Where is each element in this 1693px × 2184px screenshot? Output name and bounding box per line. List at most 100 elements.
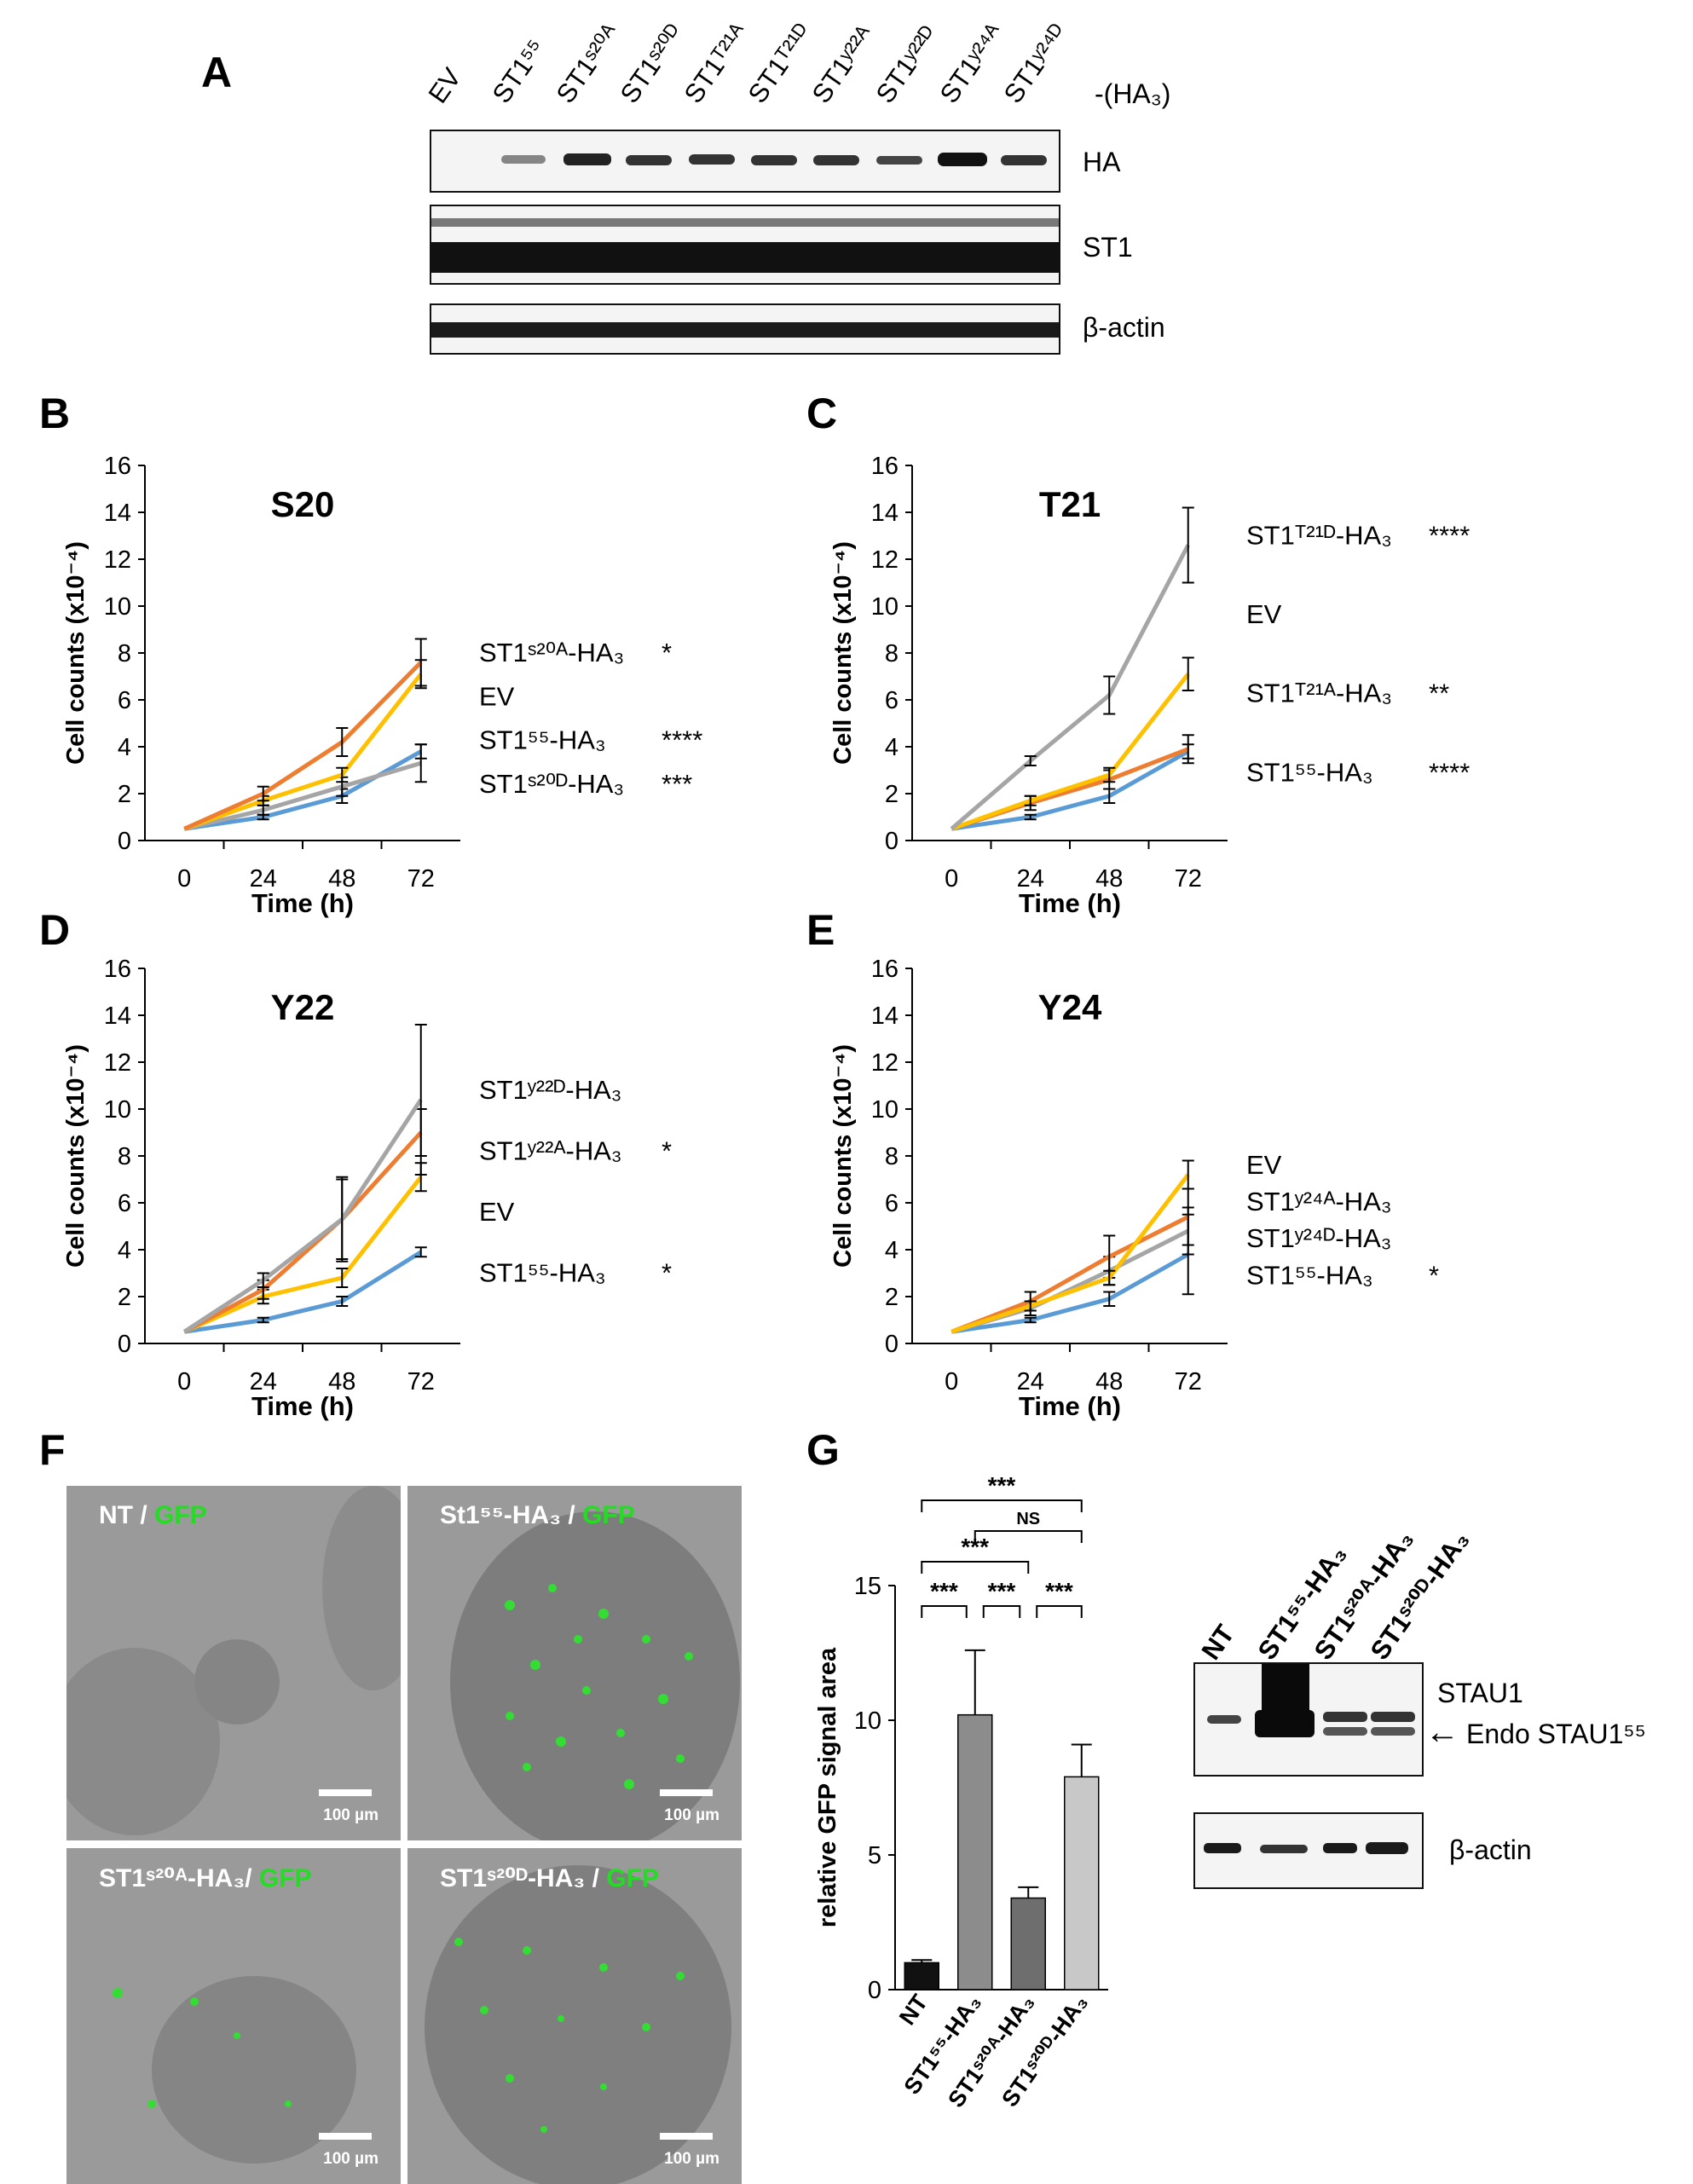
y-tick-label: 12 bbox=[871, 1049, 899, 1077]
y-axis-label: Cell counts (x10⁻⁴) bbox=[829, 541, 857, 765]
series-label: ST1ᵀ²¹ᴰ-HA₃ bbox=[1246, 521, 1392, 551]
lane-label: ST1ˢ²⁰ᴬ bbox=[550, 19, 626, 109]
lane-label: ST1ᵀ²¹ᴬ bbox=[678, 18, 754, 109]
blot-label-actin-g: β-actin bbox=[1449, 1834, 1532, 1865]
significance-bracket bbox=[982, 1605, 1021, 1618]
y-tick-label: 15 bbox=[854, 1573, 881, 1600]
cell-texture-gfp bbox=[425, 1865, 731, 2184]
blot-stau1-bands bbox=[1207, 1664, 1415, 1737]
significance-bracket bbox=[974, 1530, 1083, 1543]
y-tick-label: 16 bbox=[871, 956, 899, 983]
bar bbox=[1010, 1897, 1046, 1990]
y-tick-label: 8 bbox=[885, 640, 899, 667]
blot-actin-bands bbox=[431, 322, 1059, 338]
lane-label: ST1ᵀ²¹ᴰ bbox=[742, 18, 818, 109]
x-axis-label: Time (h) bbox=[251, 888, 354, 918]
series-line bbox=[951, 673, 1190, 831]
significance-label: **** bbox=[1429, 521, 1470, 551]
lane-label: EV bbox=[422, 62, 467, 109]
y-tick-label: 10 bbox=[871, 593, 899, 621]
series-label: ST1ˢ²⁰ᴰ-HA₃ bbox=[479, 769, 624, 799]
series-label: ST1⁵⁵-HA₃ bbox=[479, 725, 606, 755]
panel-letter-d: D bbox=[39, 906, 71, 954]
significance-bracket bbox=[1036, 1605, 1083, 1618]
y-axis-label: relative GFP signal area bbox=[814, 1647, 841, 1927]
y-tick-label: 0 bbox=[868, 1977, 881, 2004]
significance-label: * bbox=[662, 1136, 672, 1166]
y-tick-label: 2 bbox=[885, 1284, 899, 1311]
y-tick-label: 2 bbox=[118, 781, 131, 808]
micrograph-label: NT / GFP bbox=[99, 1501, 207, 1529]
gfp-spots bbox=[113, 1988, 292, 2108]
y-tick-label: 6 bbox=[885, 687, 899, 714]
y-tick-label: 10 bbox=[104, 1096, 131, 1124]
x-tick-label: 72 bbox=[407, 865, 435, 893]
x-tick-label: 48 bbox=[1095, 1368, 1123, 1395]
bar bbox=[904, 1962, 939, 1990]
y-tick-label: 12 bbox=[104, 546, 131, 574]
blot-label-stau1: STAU1 bbox=[1437, 1678, 1523, 1708]
gfp-spots bbox=[505, 1584, 693, 1789]
significance-label: *** bbox=[662, 769, 692, 799]
y-tick-label: 10 bbox=[854, 1707, 881, 1735]
series-line bbox=[183, 1250, 423, 1334]
significance-label: *** bbox=[1045, 1578, 1073, 1604]
x-axis-label: Time (h) bbox=[1019, 1391, 1121, 1421]
y-tick-label: 0 bbox=[118, 1331, 131, 1358]
y-tick-label: 2 bbox=[885, 781, 899, 808]
cell-texture-gfp bbox=[113, 1976, 356, 2164]
lane-label: ST1ʸ²²ᴰ bbox=[870, 20, 945, 109]
y-tick-label: 0 bbox=[885, 828, 899, 855]
x-tick-label: 0 bbox=[945, 865, 958, 893]
blot-label-endo: Endo STAU1⁵⁵ bbox=[1466, 1719, 1646, 1749]
scale-bar bbox=[660, 1789, 713, 1796]
series-line bbox=[183, 1176, 423, 1334]
cell-texture-gfp bbox=[450, 1511, 740, 1840]
x-tick-label: 0 bbox=[177, 865, 191, 893]
y-tick-label: 5 bbox=[868, 1842, 881, 1869]
micrograph-nt: NT / GFP 100 µm bbox=[66, 1486, 401, 1840]
blot-actin bbox=[430, 303, 1060, 355]
lane-label: ST1⁵⁵ bbox=[486, 33, 552, 109]
series-label: ST1ʸ²²ᴰ-HA₃ bbox=[479, 1075, 621, 1105]
y-tick-label: 14 bbox=[871, 1002, 899, 1030]
significance-bracket bbox=[921, 1499, 1083, 1512]
series-line bbox=[183, 661, 423, 831]
x-tick-label: 48 bbox=[328, 1368, 355, 1395]
series-label: EV bbox=[1246, 599, 1282, 629]
series-line bbox=[951, 1252, 1189, 1334]
series-line bbox=[950, 544, 1190, 831]
y-tick-label: 0 bbox=[885, 1331, 899, 1358]
blot-ha bbox=[430, 130, 1060, 193]
y-tick-label: 0 bbox=[118, 828, 131, 855]
x-tick-label: 0 bbox=[177, 1368, 191, 1395]
significance-label: * bbox=[662, 1258, 672, 1288]
y-tick-label: 14 bbox=[104, 1002, 131, 1030]
gfp-spots bbox=[454, 1938, 685, 2133]
blot-ha-bands bbox=[501, 153, 1047, 166]
blot-actin-g bbox=[1193, 1812, 1424, 1889]
series-label: ST1⁵⁵-HA₃ bbox=[479, 1258, 606, 1288]
series-line bbox=[182, 1098, 423, 1334]
series-label: ST1⁵⁵-HA₃ bbox=[1246, 1260, 1373, 1290]
y-tick-label: 10 bbox=[104, 593, 131, 621]
chart-title: Y22 bbox=[271, 987, 335, 1027]
y-tick-label: 4 bbox=[118, 1237, 131, 1264]
panel-letter-c: C bbox=[806, 390, 838, 437]
blot-label-actin: β-actin bbox=[1083, 312, 1165, 343]
x-tick-label: 48 bbox=[1095, 865, 1123, 893]
y-tick-label: 6 bbox=[118, 1190, 131, 1217]
series-label: EV bbox=[1246, 1150, 1282, 1180]
blot-st1-bands bbox=[431, 218, 1059, 273]
series-label: ST1ʸ²⁴ᴬ-HA₃ bbox=[1246, 1187, 1392, 1216]
y-axis-label: Cell counts (x10⁻⁴) bbox=[829, 1044, 857, 1268]
panel-letter-a: A bbox=[201, 49, 233, 96]
significance-label: *** bbox=[961, 1534, 989, 1560]
x-tick-label: 24 bbox=[1017, 1368, 1044, 1395]
y-tick-label: 16 bbox=[104, 956, 131, 983]
significance-bracket bbox=[921, 1605, 968, 1618]
series-label: ST1⁵⁵-HA₃ bbox=[1246, 757, 1373, 787]
x-axis-label: Time (h) bbox=[1019, 888, 1121, 918]
